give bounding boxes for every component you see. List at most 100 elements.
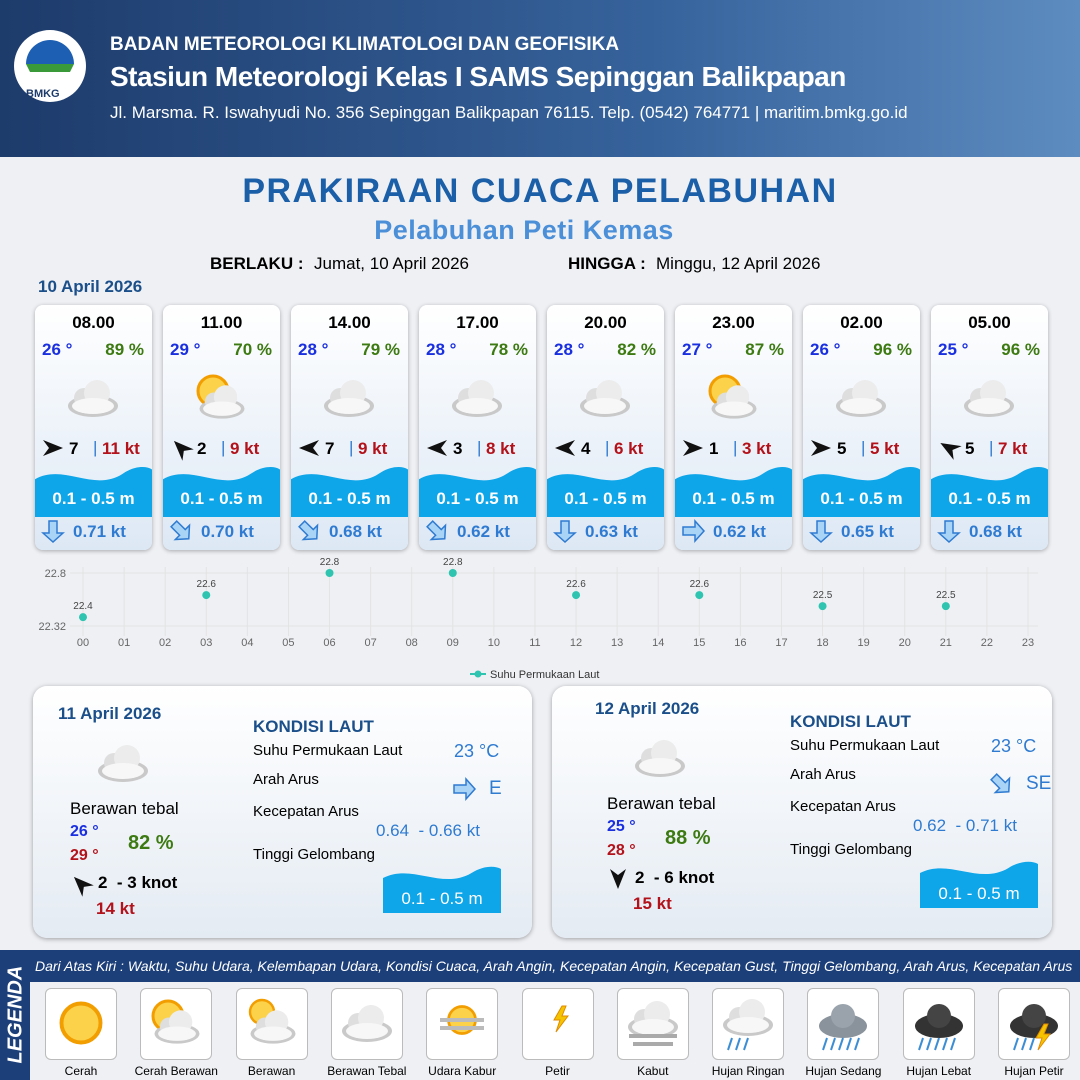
wave-band	[419, 467, 536, 517]
separator: |	[221, 438, 226, 457]
forecast-card: 20.00 28 ° 82 % 4 | 6 kt 0.1 - 0.5 m 0.63 kt	[547, 305, 664, 550]
temp-min: 26 °	[70, 823, 99, 840]
x-tick-label: 19	[858, 637, 870, 649]
speed-label: Kecepatan Arus	[790, 798, 896, 815]
wave-height: 0.1 - 0.5 m	[180, 489, 263, 508]
wave-height: 0.1 - 0.5 m	[401, 889, 483, 908]
weather-icon	[708, 374, 757, 419]
x-tick-label: 15	[693, 637, 705, 649]
legend-item: Kabut	[637, 1064, 669, 1078]
temperature: 28 °	[426, 340, 457, 359]
day-date: 12 April 2026	[595, 699, 700, 718]
weather-icon	[68, 380, 118, 417]
shape	[925, 1037, 932, 1051]
dir-label: Arah Arus	[253, 771, 319, 788]
shape	[836, 380, 886, 417]
shape	[1022, 1004, 1046, 1028]
humidity: 88 %	[665, 827, 711, 849]
separator: |	[349, 438, 354, 457]
shape	[940, 443, 962, 460]
current-dir: SE	[1026, 773, 1052, 794]
legend-icon	[552, 1005, 569, 1033]
shape	[838, 1037, 845, 1051]
x-tick-label: 14	[652, 637, 664, 649]
shape	[715, 401, 753, 416]
shape	[631, 1019, 674, 1035]
time: 02.00	[840, 313, 883, 332]
wave-height: 0.1 - 0.5 m	[820, 489, 903, 508]
shape	[43, 440, 63, 456]
shape	[926, 1004, 951, 1028]
valid-to: Minggu, 12 April 2026	[656, 254, 821, 273]
data-label: 22.6	[197, 579, 217, 590]
day-date: 10 April 2026	[38, 277, 143, 296]
x-tick-label: 16	[734, 637, 746, 649]
shape	[1013, 1037, 1019, 1051]
wind-speed: 7	[325, 439, 335, 458]
gust: 7 kt	[998, 439, 1028, 458]
gust: 14 kt	[96, 899, 135, 918]
wind-direction	[555, 440, 575, 456]
shape	[68, 380, 118, 417]
valid-from: Jumat, 10 April 2026	[314, 254, 469, 273]
wave-height: 0.1 - 0.5 m	[938, 884, 1020, 903]
x-tick-label: 17	[775, 637, 787, 649]
time: 17.00	[456, 313, 499, 332]
x-tick-label: 07	[364, 637, 376, 649]
shape	[968, 398, 1010, 414]
current-direction	[937, 520, 961, 544]
shape	[941, 1037, 948, 1051]
shape	[345, 1023, 388, 1039]
data-point	[325, 569, 334, 577]
shape	[639, 758, 681, 774]
current-speed: 0.70 kt	[201, 522, 254, 541]
shape	[547, 467, 664, 517]
wave-height: 0.1 - 0.5 m	[948, 489, 1031, 508]
data-label: 22.6	[566, 579, 586, 590]
shape	[1029, 1037, 1035, 1051]
gust: 9 kt	[358, 439, 388, 458]
legend-marker	[474, 670, 482, 678]
legend-icon	[1010, 1004, 1058, 1051]
x-tick-label: 00	[77, 637, 89, 649]
shape	[555, 440, 575, 456]
wave-height: 0.1 - 0.5 m	[692, 489, 775, 508]
current-speed: 0.62 kt	[457, 522, 510, 541]
data-point	[695, 591, 704, 600]
data-label: 22.6	[690, 579, 710, 590]
shape	[933, 1037, 940, 1051]
humidity: 70 %	[233, 340, 272, 359]
condition: Berawan tebal	[607, 794, 716, 813]
shape	[949, 1037, 956, 1051]
current-direction	[553, 520, 577, 544]
legend-item: Hujan Petir	[1004, 1064, 1064, 1078]
shape	[59, 1001, 103, 1045]
current-speed: 0.65 kt	[841, 522, 894, 541]
shape	[683, 440, 703, 456]
legend-label: Suhu Permukaan Laut	[490, 669, 599, 681]
legend-item: Cerah Berawan	[134, 1064, 218, 1078]
shape	[98, 745, 148, 782]
wind-direction	[73, 876, 94, 897]
chart: 00 01 02 03 04 05 06 07 08 09 10 11 12 13 14 15 16 17 18 19…	[38, 557, 1038, 681]
sst: 23 °C	[454, 741, 500, 761]
humidity: 96 %	[1001, 340, 1040, 359]
y-tick-label: 22.8	[45, 568, 66, 580]
shape	[675, 467, 792, 517]
shape	[1021, 1037, 1027, 1051]
shape	[735, 1037, 742, 1051]
shape	[846, 1037, 853, 1051]
legend-item: Udara Kabur	[428, 1064, 497, 1078]
weather-icon	[964, 380, 1014, 417]
address: Jl. Marsma. R. Iswahyudi No. 356 Sepingg…	[110, 103, 908, 122]
legend-item: Cerah	[64, 1064, 98, 1078]
gust: 3 kt	[742, 439, 772, 458]
shape	[682, 519, 706, 543]
time: 05.00	[968, 313, 1011, 332]
x-tick-label: 10	[488, 637, 500, 649]
current-direction	[990, 773, 1011, 794]
legend-item: Petir	[545, 1064, 570, 1078]
humidity: 82 %	[128, 832, 174, 854]
shape	[453, 777, 477, 801]
day-panel: 11 April 2026 Berawan tebal 26 ° 29 ° 82 % 2 …	[33, 686, 532, 938]
